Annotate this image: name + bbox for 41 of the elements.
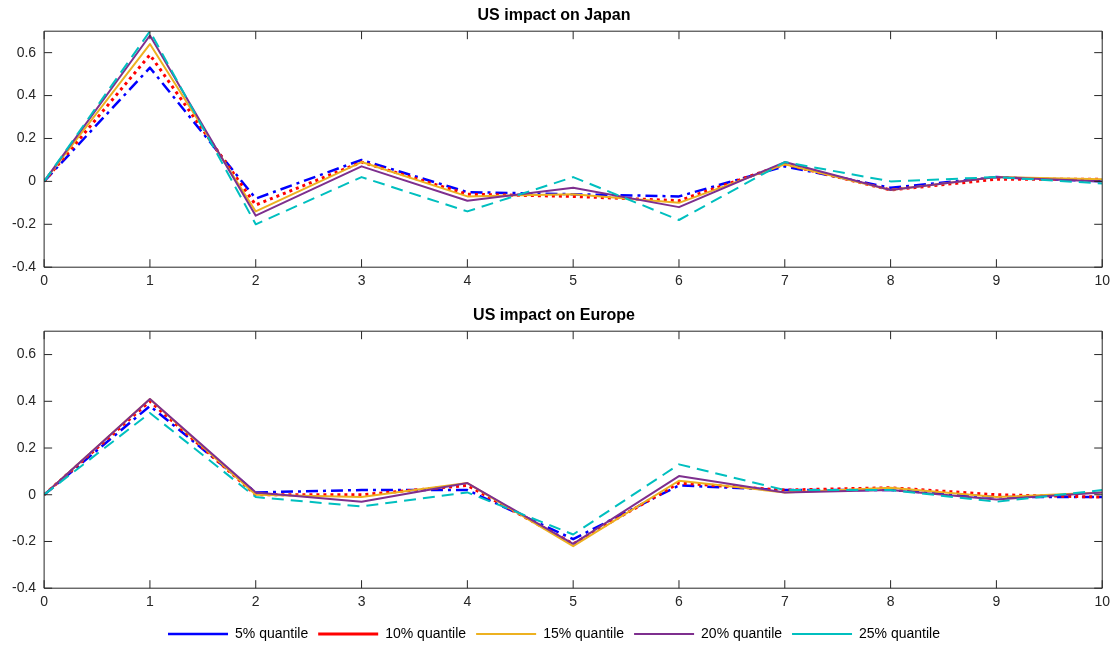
x-tick-label: 9 [992,593,1001,610]
y-tick-label: 0 [28,485,37,502]
x-tick-label: 10 [1094,272,1111,289]
x-tick-label: 1 [146,593,155,610]
legend-label: 15% quantile [543,624,625,641]
chart-title: US impact on Japan [477,6,631,24]
legend-label: 5% quantile [235,624,309,641]
x-tick-label: 4 [463,593,472,610]
x-tick-label: 6 [675,272,684,289]
x-tick-label: 3 [357,593,366,610]
x-tick-label: 2 [251,593,260,610]
x-tick-label: 6 [675,593,684,610]
y-tick-label: -0.4 [12,258,37,275]
x-tick-label: 5 [569,272,578,289]
y-tick-label: -0.4 [12,579,37,596]
x-tick-label: 10 [1094,593,1111,610]
x-tick-label: 5 [569,593,578,610]
x-tick-label: 9 [992,272,1001,289]
legend-label: 20% quantile [701,624,783,641]
x-tick-label: 7 [780,272,789,289]
x-tick-label: 1 [146,272,155,289]
y-tick-label: 0.4 [16,86,37,103]
y-tick-label: 0.2 [16,438,37,455]
y-tick-label: -0.2 [12,215,37,232]
chart-title: US impact on Europe [473,306,635,324]
legend-label: 25% quantile [859,624,941,641]
x-tick-label: 8 [886,272,895,289]
y-tick-label: -0.2 [12,532,37,549]
x-tick-label: 7 [780,593,789,610]
y-tick-label: 0.6 [16,345,37,362]
x-tick-label: 0 [40,272,49,289]
x-tick-label: 4 [463,272,472,289]
legend-label: 10% quantile [385,624,467,641]
y-tick-label: 0.2 [16,129,37,146]
x-tick-label: 3 [357,272,366,289]
x-tick-label: 2 [251,272,260,289]
y-tick-label: 0.4 [16,392,37,409]
x-tick-label: 8 [886,593,895,610]
y-tick-label: 0.6 [16,43,37,60]
x-tick-label: 0 [40,593,49,610]
y-tick-label: 0 [28,172,37,189]
